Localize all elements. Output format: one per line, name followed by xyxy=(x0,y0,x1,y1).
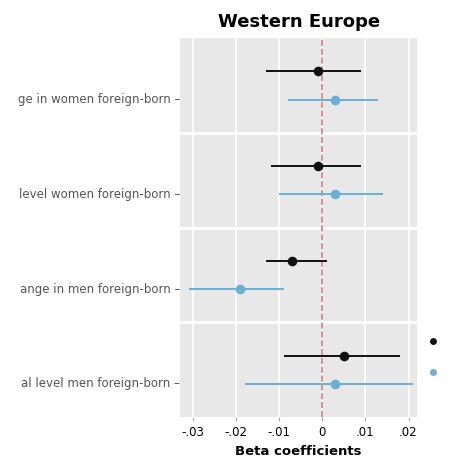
Point xyxy=(340,352,347,359)
Point xyxy=(331,191,339,198)
Point xyxy=(237,285,244,293)
Title: Western Europe: Western Europe xyxy=(218,13,380,31)
Point xyxy=(331,380,339,388)
Text: ange in men foreign-born –: ange in men foreign-born – xyxy=(19,283,180,296)
Text: al level men foreign-born –: al level men foreign-born – xyxy=(21,377,180,391)
Point xyxy=(314,67,322,75)
Point xyxy=(288,257,296,264)
Point xyxy=(314,162,322,170)
Legend: , : , xyxy=(419,335,448,380)
X-axis label: Beta coefficients: Beta coefficients xyxy=(236,445,362,458)
Point xyxy=(331,96,339,103)
Text: ge in women foreign-born –: ge in women foreign-born – xyxy=(18,93,180,106)
Text: level women foreign-born –: level women foreign-born – xyxy=(18,188,180,201)
